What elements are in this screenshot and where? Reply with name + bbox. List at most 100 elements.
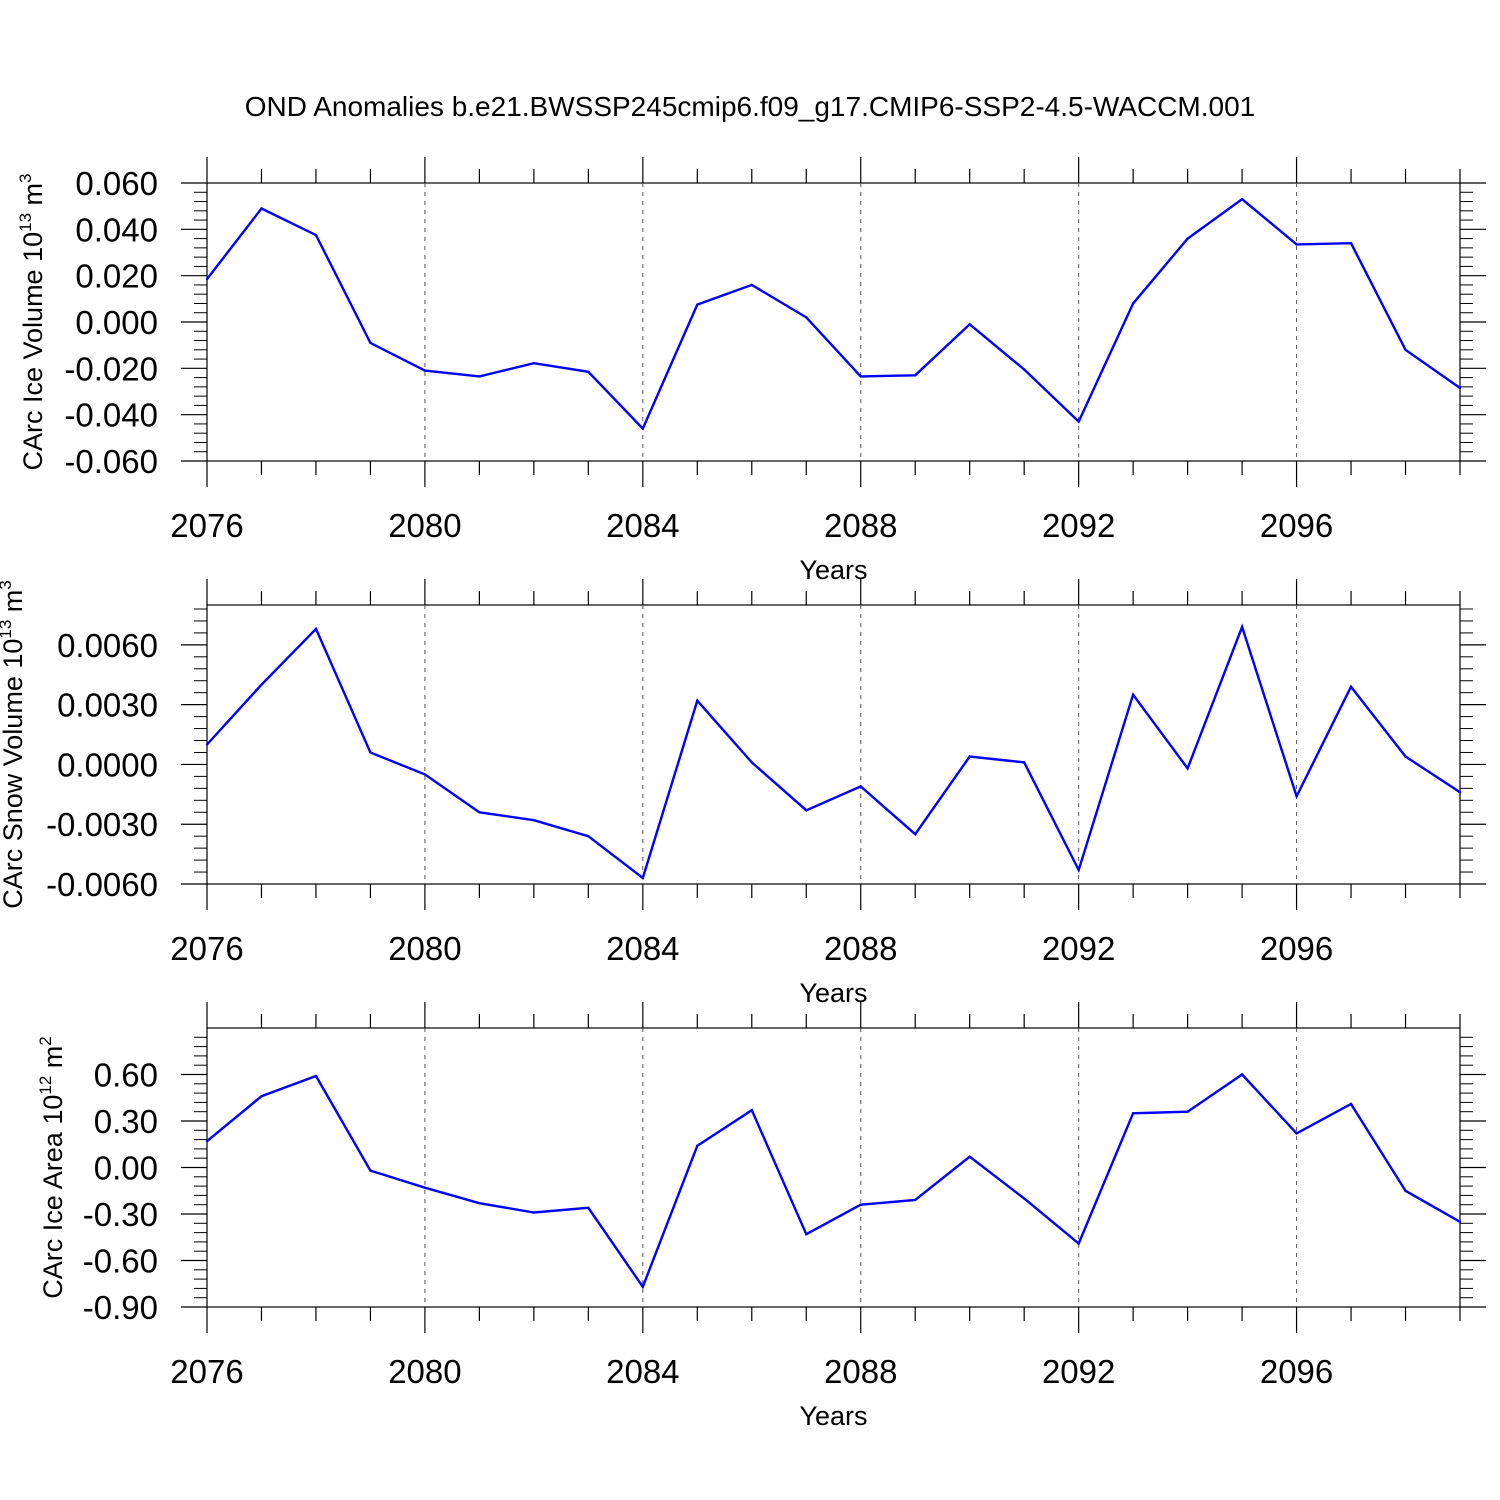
data-point <box>205 1139 209 1143</box>
y-tick-label: -0.60 <box>83 1243 158 1280</box>
data-point <box>914 374 917 377</box>
data-point <box>423 1186 427 1189</box>
y-tick-label: -0.90 <box>83 1289 158 1326</box>
data-point <box>1240 1073 1244 1076</box>
data-point <box>1295 795 1298 798</box>
y-axis-title: CArc Ice Area 1012 m2 <box>36 1036 68 1299</box>
data-point <box>1404 755 1407 758</box>
data-point <box>1077 1242 1080 1245</box>
data-point <box>587 370 590 374</box>
data-point <box>805 316 808 319</box>
y-tick-label: -0.30 <box>83 1196 158 1233</box>
x-tick-label: 2092 <box>1042 930 1115 967</box>
data-point <box>641 427 645 430</box>
y-tick-label: 0.060 <box>75 165 158 202</box>
x-tick-label: 2092 <box>1042 1353 1115 1390</box>
y-axis-title: CArc Snow Volume 1013 m3 <box>0 580 28 909</box>
x-tick-label: 2076 <box>170 930 243 967</box>
data-point <box>1077 420 1080 423</box>
data-point <box>968 323 971 326</box>
data-point <box>1022 761 1026 764</box>
data-point <box>369 1169 372 1172</box>
y-tick-label: 0.020 <box>75 258 158 295</box>
x-tick-label: 2084 <box>606 507 679 544</box>
data-point <box>1022 1197 1026 1200</box>
data-point <box>260 1095 263 1098</box>
x-axis-title: Years <box>799 1401 867 1431</box>
data-point <box>1295 243 1298 246</box>
x-tick-label: 2092 <box>1042 507 1115 544</box>
data-point <box>1131 302 1135 305</box>
data-point <box>532 819 536 822</box>
y-tick-label: -0.040 <box>64 397 158 434</box>
y-tick-label: 0.60 <box>94 1057 158 1094</box>
y-tick-label: 0.00 <box>94 1150 158 1187</box>
data-point <box>369 751 372 754</box>
data-point <box>314 627 318 631</box>
data-point <box>1458 791 1462 794</box>
data-point <box>314 233 318 237</box>
series-line <box>206 197 1461 431</box>
x-tick-label: 2088 <box>824 930 897 967</box>
y-tick-label: -0.0030 <box>46 806 158 843</box>
data-point <box>1349 685 1353 688</box>
panel-1: -0.060 -0.040 -0.020 0.000 0.020 0.040 0.060 20… <box>16 157 1486 585</box>
data-point <box>1458 1220 1462 1223</box>
data-point <box>1022 368 1026 371</box>
x-tick-label: 2096 <box>1260 1353 1333 1390</box>
data-point <box>696 1144 699 1148</box>
data-point <box>587 1206 590 1210</box>
data-point <box>1186 1110 1189 1113</box>
x-tick-label: 2084 <box>606 930 679 967</box>
x-tick-label: 2088 <box>824 507 897 544</box>
data-point <box>1349 1102 1353 1106</box>
y-tick-label: 0.0060 <box>57 627 158 664</box>
data-point <box>1077 868 1080 872</box>
data-point <box>478 375 481 378</box>
x-tick-label: 2084 <box>606 1353 679 1390</box>
data-point <box>805 809 808 812</box>
x-axis-title: Years <box>799 555 867 585</box>
data-point <box>1240 625 1244 629</box>
data-point <box>859 375 862 378</box>
data-point <box>260 207 263 210</box>
data-point <box>1240 198 1244 201</box>
y-tick-label: -0.0060 <box>46 866 158 903</box>
data-point <box>1404 348 1407 351</box>
y-axis-title: CArc Ice Volume 1013 m3 <box>16 173 48 470</box>
data-point <box>260 683 263 686</box>
y-tick-label: -0.020 <box>64 350 158 387</box>
data-point <box>750 1108 753 1112</box>
data-point <box>314 1074 318 1078</box>
data-point <box>914 832 917 836</box>
data-point <box>1186 237 1189 240</box>
data-point <box>1404 1189 1407 1192</box>
y-tick-label: 0.000 <box>75 304 158 341</box>
data-point <box>641 1285 645 1289</box>
data-point <box>1131 693 1135 696</box>
data-point <box>696 303 699 306</box>
data-point <box>369 341 372 345</box>
panel-2: -0.0060 -0.0030 0.0000 0.0030 0.0060 2076 2080… <box>0 579 1486 1008</box>
data-point <box>1131 1112 1135 1115</box>
series-line <box>206 1072 1461 1290</box>
data-point <box>968 755 971 758</box>
data-point <box>532 1211 536 1214</box>
data-point <box>1295 1132 1298 1135</box>
y-tick-label: 0.30 <box>94 1103 158 1140</box>
data-point <box>859 785 862 788</box>
data-point <box>750 283 753 287</box>
data-point <box>968 1155 971 1158</box>
x-tick-label: 2076 <box>170 507 243 544</box>
data-point <box>805 1232 808 1236</box>
panel-3: -0.90 -0.60 -0.30 0.00 0.30 0.60 2076 2080 2084 2… <box>36 1002 1486 1431</box>
data-point <box>859 1203 862 1206</box>
data-point <box>205 743 209 746</box>
x-tick-label: 2096 <box>1260 930 1333 967</box>
y-tick-label: 0.040 <box>75 211 158 248</box>
y-tick-label: 0.0000 <box>57 746 158 783</box>
data-point <box>641 876 645 880</box>
plot-frame <box>206 1027 1461 1308</box>
data-point <box>423 773 427 776</box>
